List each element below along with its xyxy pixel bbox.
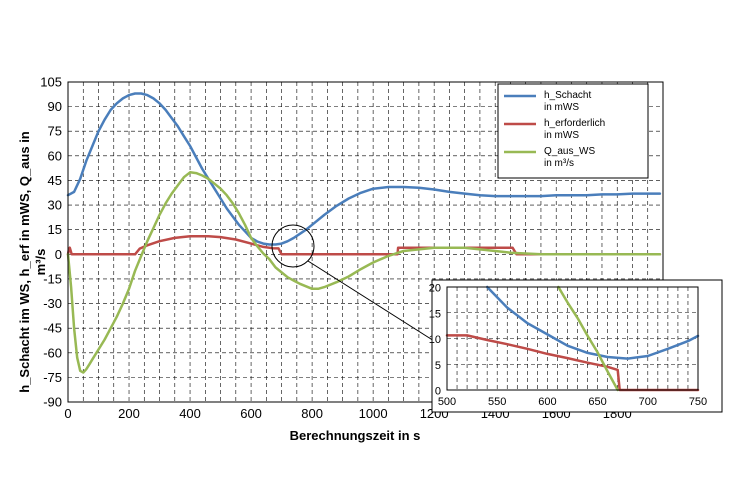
inset-series-q-aus-ws-in-m-s — [557, 285, 619, 392]
main-y-tick-label: -15 — [43, 271, 62, 286]
legend-label-q-aus: Q_aus_WS — [544, 146, 595, 157]
y-axis-label: h_Schacht im WS, h_erf in mWS, Q_aus in … — [17, 131, 48, 393]
main-x-tick-label: 800 — [301, 406, 323, 421]
inset-x-tick-label: 650 — [588, 396, 606, 408]
main-x-tick-label: 0 — [64, 406, 71, 421]
main-x-tick-label: 400 — [179, 406, 201, 421]
y-axis-label-line-1: h_Schacht im WS, h_erf in mWS, Q_aus in — [17, 131, 32, 393]
main-y-tick-label: -90 — [43, 395, 62, 410]
legend: h_Schacht in mWS h_erforderlich in mWS Q… — [497, 83, 649, 179]
y-axis-label-line-2: m³/s — [33, 249, 48, 276]
inset-grid — [447, 287, 698, 390]
main-y-tick-label: 105 — [40, 75, 62, 90]
main-y-tick-label: 45 — [48, 173, 62, 188]
zoom-connector-line — [307, 260, 443, 347]
main-y-tick-label: -30 — [43, 296, 62, 311]
legend-unit-h-schacht: in mWS — [544, 102, 579, 113]
inset-x-tick-label: 700 — [639, 396, 657, 408]
inset-x-tick-label: 500 — [438, 396, 456, 408]
inset-y-tick-label: 20 — [429, 283, 441, 295]
zoom-circle — [271, 224, 315, 268]
inset-chart: 500 550 600 650 700 750 0 5 10 15 20 — [429, 279, 723, 413]
main-y-tick-label: 60 — [48, 148, 62, 163]
inset-y-tick-label: 15 — [429, 308, 441, 320]
main-y-tick-label: 15 — [48, 222, 62, 237]
legend-unit-q-aus: in m³/s — [544, 158, 574, 169]
main-series-h-erforderlich-in-mws — [66, 235, 662, 256]
inset-y-tick-label: 0 — [435, 386, 441, 398]
legend-box — [497, 83, 649, 179]
x-axis-label: Berechnungszeit in s — [290, 428, 421, 443]
main-y-tick-label: -60 — [43, 345, 62, 360]
main-y-tick-label: 0 — [55, 247, 62, 262]
inset-plot-frame — [446, 286, 699, 391]
inset-y-tick-label: 5 — [435, 360, 441, 372]
inset-x-tick-label: 750 — [689, 396, 707, 408]
inset-x-tick-label: 600 — [538, 396, 556, 408]
main-y-tick-label: -75 — [43, 370, 62, 385]
legend-label-h-erforderlich: h_erforderlich — [544, 118, 605, 129]
main-y-tick-label: 75 — [48, 124, 62, 139]
main-series-h-schacht-in-mws — [66, 92, 662, 246]
main-y-tick-label: -45 — [43, 321, 62, 336]
main-plot-frame — [67, 81, 664, 403]
legend-unit-h-erforderlich: in mWS — [544, 130, 579, 141]
main-x-tick-label: 1000 — [359, 406, 388, 421]
inset-y-tick-label: 10 — [429, 334, 441, 346]
main-x-tick-label: 600 — [240, 406, 262, 421]
main-series-q-aus-ws-in-m-s — [66, 171, 662, 374]
legend-label-h-schacht: h_Schacht — [544, 90, 591, 101]
inset-tick-labels: 500 550 600 650 700 750 0 5 10 15 20 — [429, 283, 707, 409]
inset-x-tick-label: 550 — [488, 396, 506, 408]
main-y-tick-label: 90 — [48, 99, 62, 114]
main-x-tick-label: 200 — [118, 406, 140, 421]
main-y-tick-label: 30 — [48, 198, 62, 213]
